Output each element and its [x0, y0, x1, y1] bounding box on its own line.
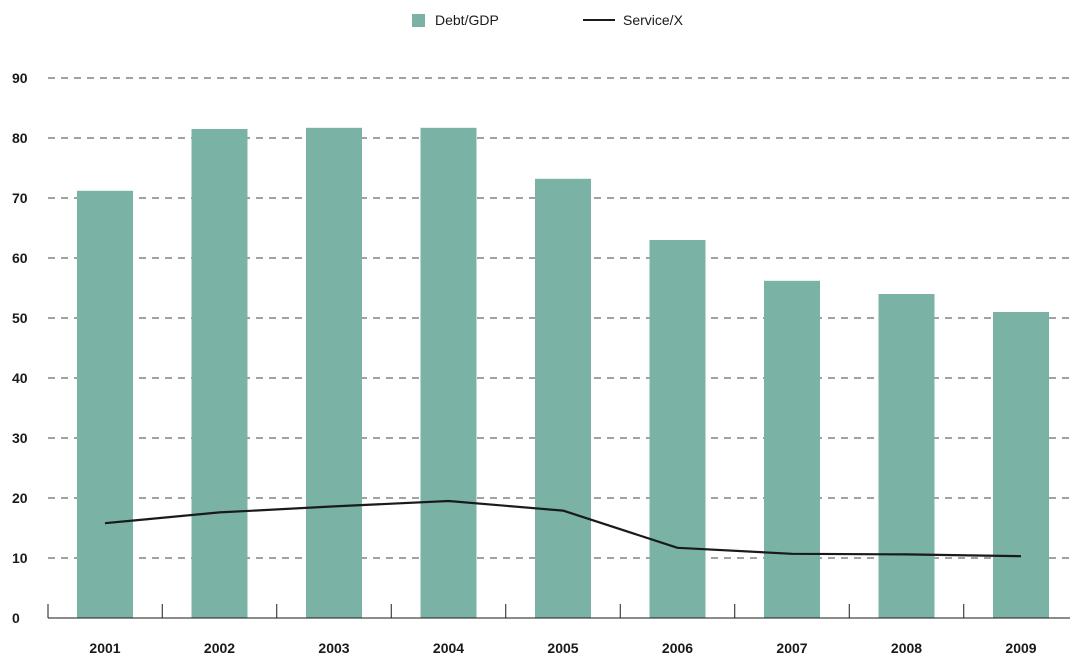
y-tick-label-60: 60 — [12, 250, 28, 266]
bars — [77, 127, 1049, 619]
bar-2009 — [993, 312, 1049, 618]
legend-item-service-x: Service/X — [583, 12, 683, 28]
bar-2004 — [420, 127, 477, 619]
x-tick-labels: 2001 2002 2003 2004 2005 2006 2007 2008 2009 — [89, 640, 1036, 656]
legend-label-debt-gdp: Debt/GDP — [435, 12, 499, 28]
y-tick-label-40: 40 — [12, 370, 28, 386]
legend: Debt/GDP Service/X — [0, 12, 1070, 36]
x-tick-label-2002: 2002 — [204, 640, 235, 656]
service-x-line — [104, 499, 1022, 558]
x-tick-label-2004: 2004 — [433, 640, 464, 656]
y-tick-label-0: 0 — [12, 610, 20, 626]
legend-line-service-x — [583, 19, 615, 21]
y-tick-label-70: 70 — [12, 190, 28, 206]
bar-2002 — [191, 129, 248, 618]
y-tick-label-50: 50 — [12, 310, 28, 326]
bar-2003 — [306, 127, 362, 619]
y-tick-label-20: 20 — [12, 490, 28, 506]
legend-swatch-debt-gdp — [412, 13, 425, 27]
x-tick-label-2009: 2009 — [1005, 640, 1036, 656]
x-tick-label-2003: 2003 — [318, 640, 349, 656]
legend-item-debt-gdp: Debt/GDP — [412, 12, 499, 28]
bar-2006 — [649, 240, 706, 618]
bar-2005 — [535, 178, 591, 619]
bar-2007 — [764, 280, 820, 618]
axes — [47, 604, 1070, 619]
y-tick-label-90: 90 — [12, 70, 28, 86]
y-tick-label-10: 10 — [12, 550, 28, 566]
x-tick-label-2007: 2007 — [776, 640, 807, 656]
y-tick-label-30: 30 — [12, 430, 28, 446]
x-tick-label-2005: 2005 — [547, 640, 578, 656]
bar-2008 — [878, 294, 935, 618]
y-tick-labels: 0 10 20 30 40 50 60 70 80 90 — [12, 70, 28, 626]
y-tick-label-80: 80 — [12, 130, 28, 146]
service-line — [104, 499, 1022, 558]
bar-2001 — [77, 190, 133, 619]
legend-label-service-x: Service/X — [623, 12, 683, 28]
x-tick-label-2001: 2001 — [89, 640, 120, 656]
x-tick-label-2006: 2006 — [662, 640, 693, 656]
x-tick-label-2008: 2008 — [891, 640, 922, 656]
